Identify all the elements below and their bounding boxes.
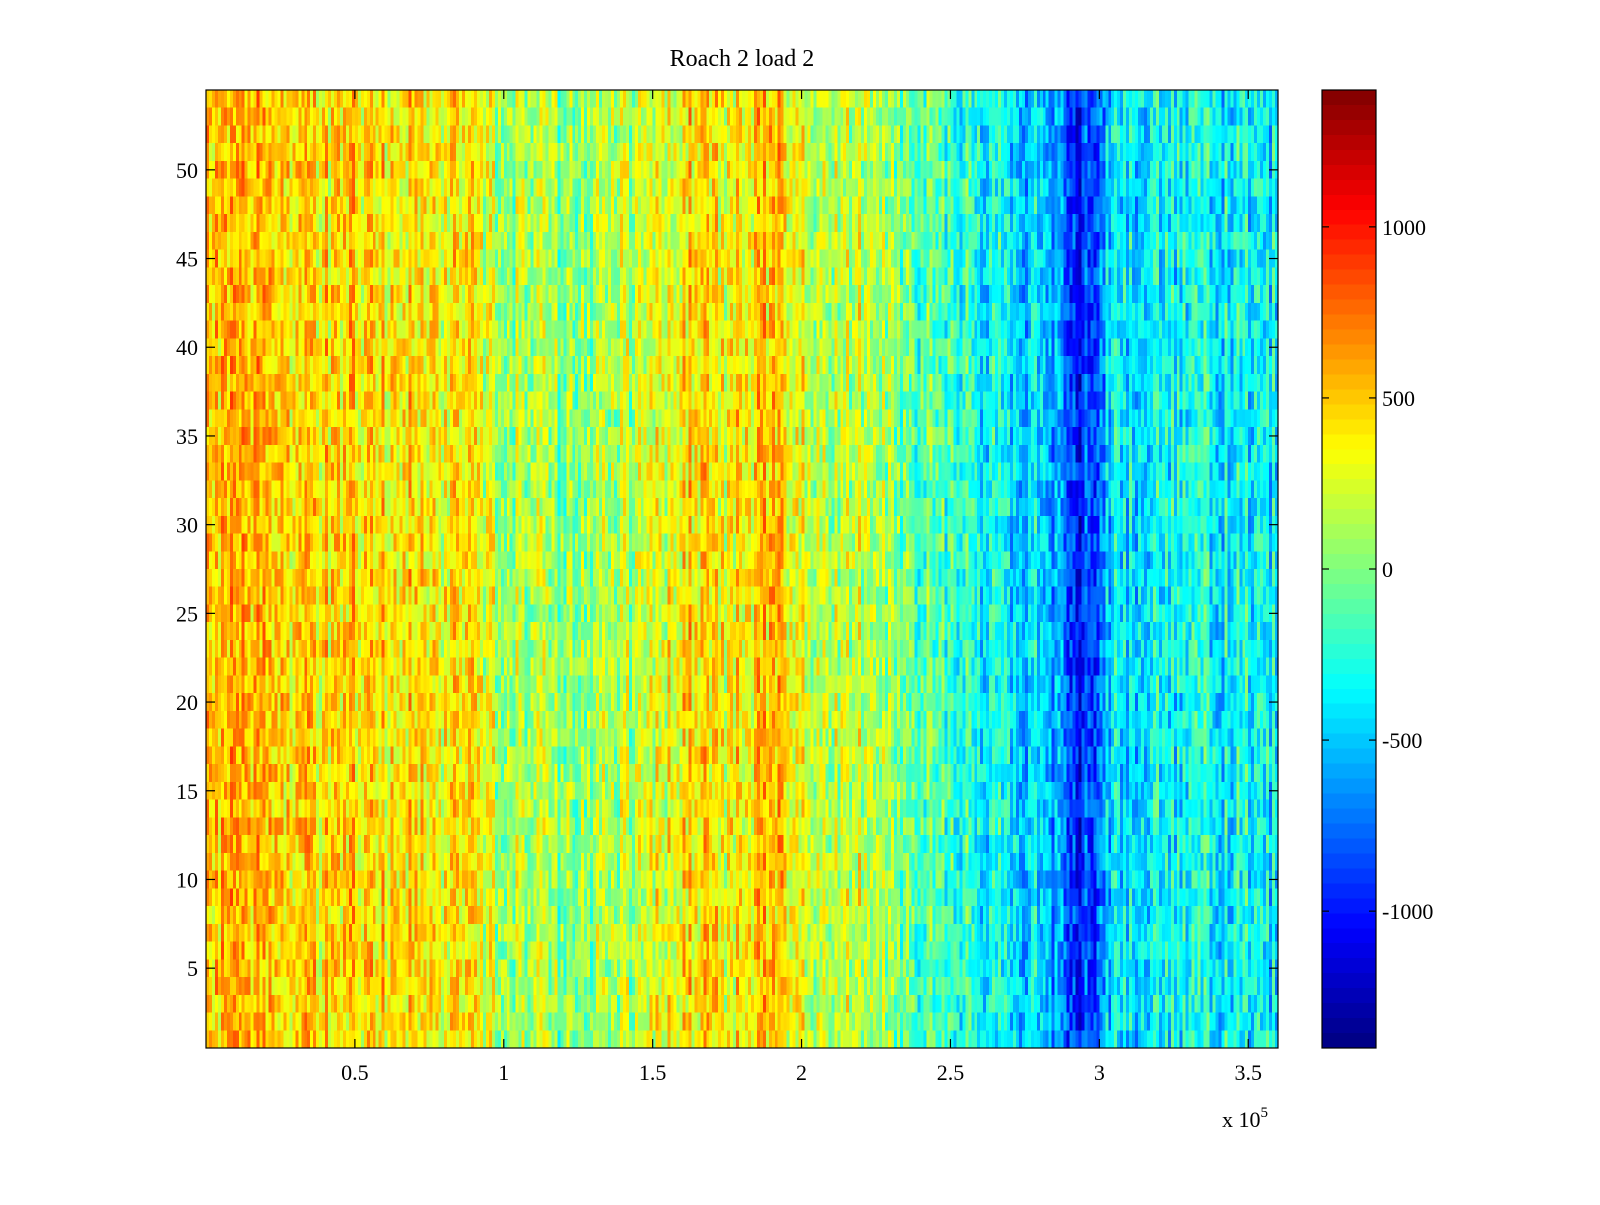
y-tick-label: 5 xyxy=(187,956,198,981)
x-axis: 0.5 1 1.5 2 2.5 3 3.5 xyxy=(341,90,1262,1085)
colorbar-gradient xyxy=(1322,90,1376,1048)
x-tick-label: 1 xyxy=(498,1060,509,1085)
heatmap-plot-area xyxy=(206,90,1278,1048)
y-tick-label: 50 xyxy=(176,158,198,183)
x-axis-multiplier: x 105 xyxy=(1222,1105,1268,1132)
x-tick-label: 2.5 xyxy=(937,1060,965,1085)
x-tick-label: 1.5 xyxy=(639,1060,667,1085)
x-tick-label: 3 xyxy=(1094,1060,1105,1085)
y-tick-label: 35 xyxy=(176,424,198,449)
chart-title: Roach 2 load 2 xyxy=(670,46,815,72)
colorbar-axis: 1000 500 0 -500 -1000 xyxy=(1322,215,1433,924)
y-axis: 5 10 15 20 25 30 35 40 45 50 xyxy=(176,158,1278,981)
y-tick-label: 40 xyxy=(176,335,198,360)
colorbar-tick-label: -500 xyxy=(1382,728,1422,753)
colorbar-tick-label: 1000 xyxy=(1382,215,1426,240)
x-tick-label: 3.5 xyxy=(1234,1060,1262,1085)
colorbar-tick-label: -1000 xyxy=(1382,899,1433,924)
colorbar-tick-label: 0 xyxy=(1382,557,1393,582)
x-tick-label: 0.5 xyxy=(341,1060,369,1085)
y-tick-label: 30 xyxy=(176,513,198,538)
colorbar-tick-label: 500 xyxy=(1382,386,1415,411)
x-tick-label: 2 xyxy=(796,1060,807,1085)
y-tick-label: 20 xyxy=(176,690,198,715)
plot-frame xyxy=(205,89,1279,1049)
y-tick-label: 25 xyxy=(176,601,198,626)
y-tick-label: 10 xyxy=(176,867,198,892)
y-tick-label: 45 xyxy=(176,247,198,272)
y-tick-label: 15 xyxy=(176,779,198,804)
